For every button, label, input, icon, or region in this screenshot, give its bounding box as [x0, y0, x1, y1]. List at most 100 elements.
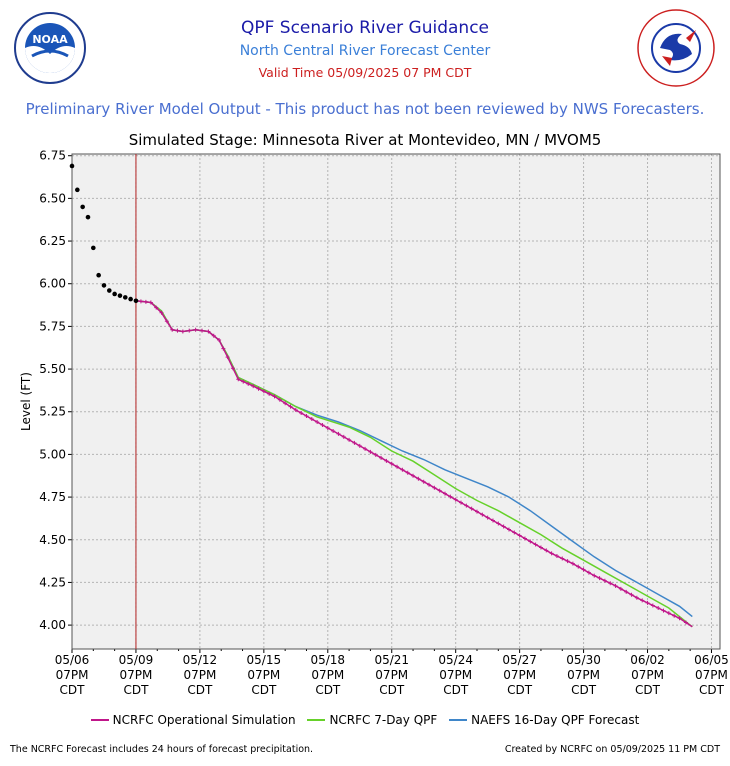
- y-tick-label: 6.50: [39, 191, 66, 205]
- operational-marker: [427, 482, 432, 487]
- y-tick-label: 5.50: [39, 362, 66, 376]
- operational-marker: [576, 564, 581, 569]
- operational-marker: [506, 527, 511, 532]
- legend-label-operational: NCRFC Operational Simulation: [112, 713, 296, 727]
- operational-marker: [331, 428, 336, 433]
- observed-point: [101, 283, 107, 288]
- operational-marker: [206, 329, 211, 334]
- x-tick-label: 05/12: [183, 653, 218, 667]
- x-tick-label: 07PM: [439, 668, 472, 682]
- operational-marker: [148, 300, 153, 305]
- operational-marker: [618, 586, 623, 591]
- operational-marker: [159, 310, 164, 315]
- operational-marker: [517, 533, 522, 538]
- operational-marker: [565, 559, 570, 564]
- operational-marker: [187, 328, 192, 333]
- operational-marker: [544, 548, 549, 553]
- operational-marker: [200, 328, 205, 333]
- operational-marker: [251, 384, 256, 389]
- plot-area: [72, 154, 720, 649]
- operational-marker: [352, 440, 357, 445]
- x-tick-label: 07PM: [631, 668, 664, 682]
- observed-point: [107, 288, 112, 293]
- operational-marker: [459, 500, 464, 505]
- operational-marker: [512, 530, 517, 535]
- operational-marker: [261, 389, 266, 394]
- operational-marker: [309, 416, 314, 421]
- page-title: QPF Scenario River Guidance: [240, 18, 490, 38]
- operational-marker: [634, 595, 639, 600]
- operational-marker: [347, 437, 352, 442]
- y-tick-label: 6.25: [39, 234, 66, 248]
- operational-marker: [272, 394, 277, 399]
- operational-marker: [432, 485, 437, 490]
- operational-marker: [267, 391, 272, 396]
- operational-marker: [485, 515, 490, 520]
- x-tick-label: 05/15: [247, 653, 282, 667]
- operational-marker: [325, 425, 330, 430]
- operational-marker: [683, 620, 688, 625]
- footer-note: The NCRFC Forecast includes 24 hours of …: [10, 744, 314, 755]
- observed-point: [122, 295, 128, 300]
- operational-marker: [299, 411, 304, 416]
- preliminary-note: Preliminary River Model Output - This pr…: [25, 100, 705, 118]
- x-tick-label: CDT: [379, 683, 405, 697]
- operational-marker: [533, 542, 538, 547]
- chart-legend: NCRFC Operational Simulation NCRFC 7-Day…: [0, 710, 730, 727]
- operational-marker: [581, 567, 586, 572]
- operational-marker: [304, 414, 309, 419]
- y-axis-label: Level (FT): [19, 372, 33, 431]
- x-tick-label: CDT: [315, 683, 341, 697]
- operational-marker: [613, 583, 618, 588]
- observed-point: [112, 291, 117, 297]
- y-tick-label: 5.25: [39, 405, 66, 419]
- x-tick-label: 07PM: [56, 668, 89, 682]
- y-tick-label: 6.00: [39, 277, 66, 291]
- operational-marker: [288, 404, 293, 409]
- x-tick-label: 06/02: [630, 653, 665, 667]
- x-tick-label: 05/24: [438, 653, 473, 667]
- operational-marker: [411, 473, 416, 478]
- operational-marker: [475, 509, 479, 514]
- operational-marker: [143, 299, 148, 304]
- operational-marker: [549, 551, 554, 556]
- page-subtitle: North Central River Forecast Center: [239, 43, 491, 59]
- observed-point: [75, 187, 80, 193]
- x-tick-label: 07PM: [695, 668, 728, 682]
- operational-marker: [170, 327, 175, 332]
- operational-marker: [560, 556, 565, 561]
- operational-marker: [608, 581, 613, 586]
- operational-marker: [225, 355, 230, 360]
- operational-marker: [384, 458, 389, 463]
- operational-marker: [592, 573, 597, 578]
- operational-marker: [241, 379, 246, 384]
- y-tick-label: 4.75: [39, 490, 66, 504]
- operational-marker: [661, 608, 666, 613]
- x-tick-label: CDT: [571, 683, 597, 697]
- operational-marker: [640, 598, 645, 603]
- y-tick-label: 5.75: [39, 319, 66, 333]
- operational-marker: [246, 381, 251, 386]
- operational-marker: [341, 434, 346, 439]
- operational-marker: [677, 616, 682, 621]
- operational-marker: [453, 497, 458, 502]
- footer-created: Created by NCRFC on 05/09/2025 11 PM CDT: [504, 744, 720, 755]
- operational-marker: [448, 494, 453, 499]
- x-tick-label: 05/06: [55, 653, 90, 667]
- operational-marker: [656, 606, 661, 611]
- y-tick-label: 6.75: [39, 149, 66, 163]
- x-tick-label: CDT: [251, 683, 277, 697]
- x-tick-label: 07PM: [183, 668, 216, 682]
- x-tick-label: 07PM: [247, 668, 280, 682]
- legend-swatch-operational: [90, 719, 109, 721]
- operational-marker: [554, 553, 559, 558]
- operational-marker: [230, 366, 235, 371]
- x-tick-label: 07PM: [503, 668, 536, 682]
- observed-point: [85, 214, 91, 220]
- x-tick-label: CDT: [507, 683, 533, 697]
- valid-time: Valid Time 05/09/2025 07 PM CDT: [258, 65, 472, 80]
- x-tick-label: 05/18: [310, 653, 345, 667]
- operational-marker: [373, 452, 378, 457]
- operational-marker: [217, 338, 222, 343]
